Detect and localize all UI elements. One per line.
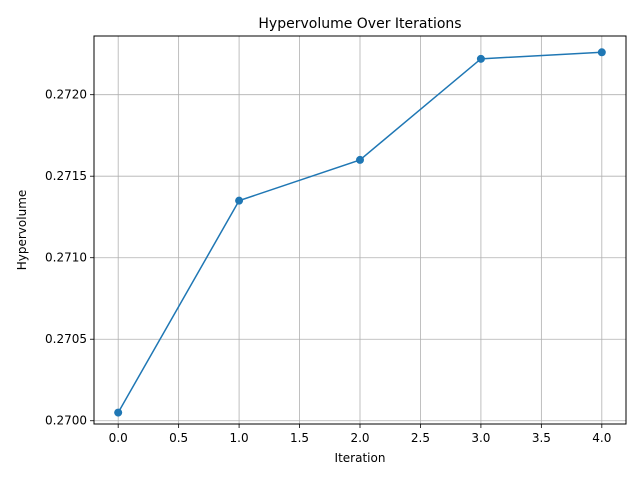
x-tick-label: 0.0 xyxy=(109,431,128,445)
x-axis-ticks: 0.0 0.5 1.0 1.5 2.0 2.5 3.0 3.5 4.0 xyxy=(109,424,611,445)
y-tick-label: 0.2710 xyxy=(45,251,87,265)
grid xyxy=(94,36,626,424)
x-tick-label: 1.5 xyxy=(290,431,309,445)
x-tick-label: 4.0 xyxy=(592,431,611,445)
data-point xyxy=(356,155,364,164)
y-tick-label: 0.2700 xyxy=(45,414,87,428)
y-axis-ticks: 0.2700 0.2705 0.2710 0.2715 0.2720 xyxy=(45,88,94,428)
data-point xyxy=(597,48,606,57)
x-tick-label: 0.5 xyxy=(169,431,188,445)
y-tick-label: 0.2705 xyxy=(45,332,87,346)
y-axis-label: Hypervolume xyxy=(15,190,29,271)
x-tick-label: 3.0 xyxy=(471,431,490,445)
x-axis-label: Iteration xyxy=(335,451,386,465)
chart-title: Hypervolume Over Iterations xyxy=(258,16,461,32)
y-tick-label: 0.2715 xyxy=(45,169,87,183)
data-point xyxy=(114,408,123,417)
data-point xyxy=(476,54,485,63)
y-tick-label: 0.2720 xyxy=(45,88,87,102)
x-tick-label: 1.0 xyxy=(230,431,249,445)
x-tick-label: 3.5 xyxy=(532,431,551,445)
data-point xyxy=(235,196,244,205)
x-tick-label: 2.0 xyxy=(350,431,369,445)
series-group xyxy=(114,48,606,417)
x-tick-label: 2.5 xyxy=(411,431,430,445)
